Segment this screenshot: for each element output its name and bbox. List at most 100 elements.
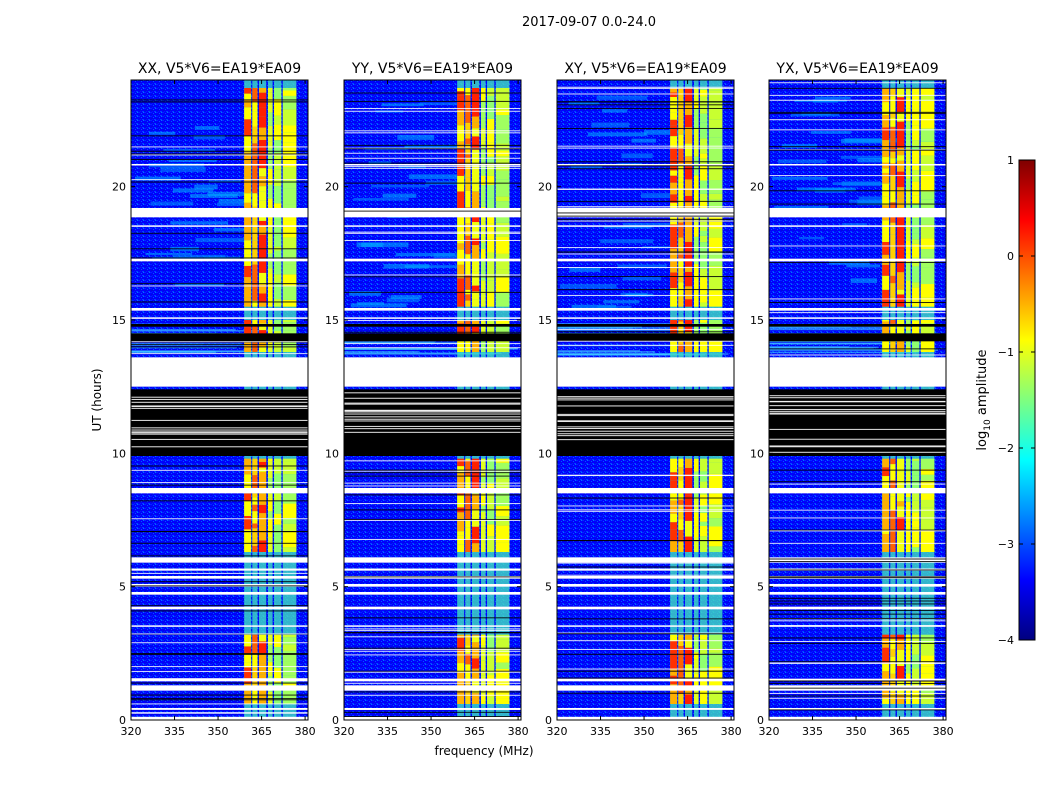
rfi-cell [258,323,267,331]
rfi-cell [912,233,920,240]
rfi-cell [708,119,723,128]
rfi-cell [252,126,258,144]
rfi-cell [495,109,510,116]
flag-line [557,86,734,88]
rfi-cell [244,493,252,501]
flag-line [769,709,946,711]
flag-line [131,482,308,484]
flag-line [557,93,734,95]
flag-line [769,119,946,121]
rfi-cell [890,275,896,284]
rfi-cell [905,178,911,190]
flag-line [131,339,308,341]
rfi-cell [670,212,678,225]
rfi-cell [912,145,920,150]
rfi-cell [267,518,273,534]
flag-line [557,415,734,417]
rfi-cell [471,668,480,681]
rfi-cell [890,296,896,307]
rfi-cell [693,88,699,102]
rfi-cell [670,690,678,704]
rfi-cell [905,253,911,264]
flagged-gap [344,317,521,319]
rfi-cell [252,460,258,476]
rfi-cell [267,168,273,185]
flag-line [557,188,734,190]
rfi-cell [465,129,471,139]
rfi-cell [684,475,693,488]
flag-line [557,165,734,167]
rfi-cell [465,88,471,96]
rfi-cell [274,647,282,656]
flag-line [344,320,521,322]
rfi-cell [920,199,935,211]
rfi-cell [457,249,465,265]
flag-line [769,129,946,131]
rfi-cell [678,267,684,283]
rfi-cell [487,213,495,224]
rfi-cell [258,284,267,294]
no-data-region [557,324,734,327]
flag-line [344,503,521,505]
rfi-cell [252,538,258,546]
flagged-gap [557,308,734,311]
rfi-cell [252,193,258,207]
heatmap-feature [596,95,648,100]
y-tick-label: 10 [750,447,764,460]
x-tick-label: 320 [121,725,142,738]
flag-line [131,419,308,421]
heatmap-feature [349,291,381,296]
rfi-cell [480,482,486,488]
rfi-cell [252,179,258,194]
flag-line [769,662,946,664]
flag-line [557,101,734,103]
rfi-cell [708,634,723,649]
rfi-cell [471,191,480,209]
axes-frame [343,79,522,721]
rfi-cell [258,200,267,213]
flag-line [131,605,308,607]
rfi-cell [670,336,678,352]
flag-line [344,232,521,234]
flag-line [131,301,308,303]
rfi-cell [267,125,273,142]
rfi-cell [252,111,258,127]
heatmap-feature [772,176,828,180]
rfi-cell [693,264,699,279]
rfi-cell [480,526,486,543]
flag-line [769,412,946,414]
rfi-cell [678,645,684,657]
flag-line [344,636,521,638]
flag-line [131,484,308,486]
rfi-cell [670,522,678,530]
flag-line [344,708,521,710]
rfi-cell [920,655,935,667]
rfi-cell [905,529,911,545]
rfi-cell [708,90,723,103]
rfi-cell [890,464,896,481]
rfi-cell [882,481,890,488]
flagged-gap [344,584,521,587]
flagged-gap [131,568,308,571]
rfi-cell [912,218,920,229]
flagged-gap [344,225,521,227]
heatmap-image [557,80,734,720]
flagged-gap [131,557,308,563]
heatmap-feature [798,236,825,240]
flag-line [769,410,946,412]
flag-line [131,344,308,346]
rfi-cell [700,113,708,123]
flag-line [131,678,308,680]
rfi-cell [471,326,480,333]
flagged-gap [557,488,734,494]
rfi-cell [457,690,465,704]
rfi-cell [920,191,935,200]
rfi-cell [252,220,258,235]
flagged-gap [557,317,734,319]
rfi-cell [274,655,282,669]
rfi-cell [678,499,684,505]
rfi-cell [693,652,699,660]
rfi-cell [678,237,684,254]
heatmap-feature [557,329,688,331]
rfi-cell [252,320,258,327]
